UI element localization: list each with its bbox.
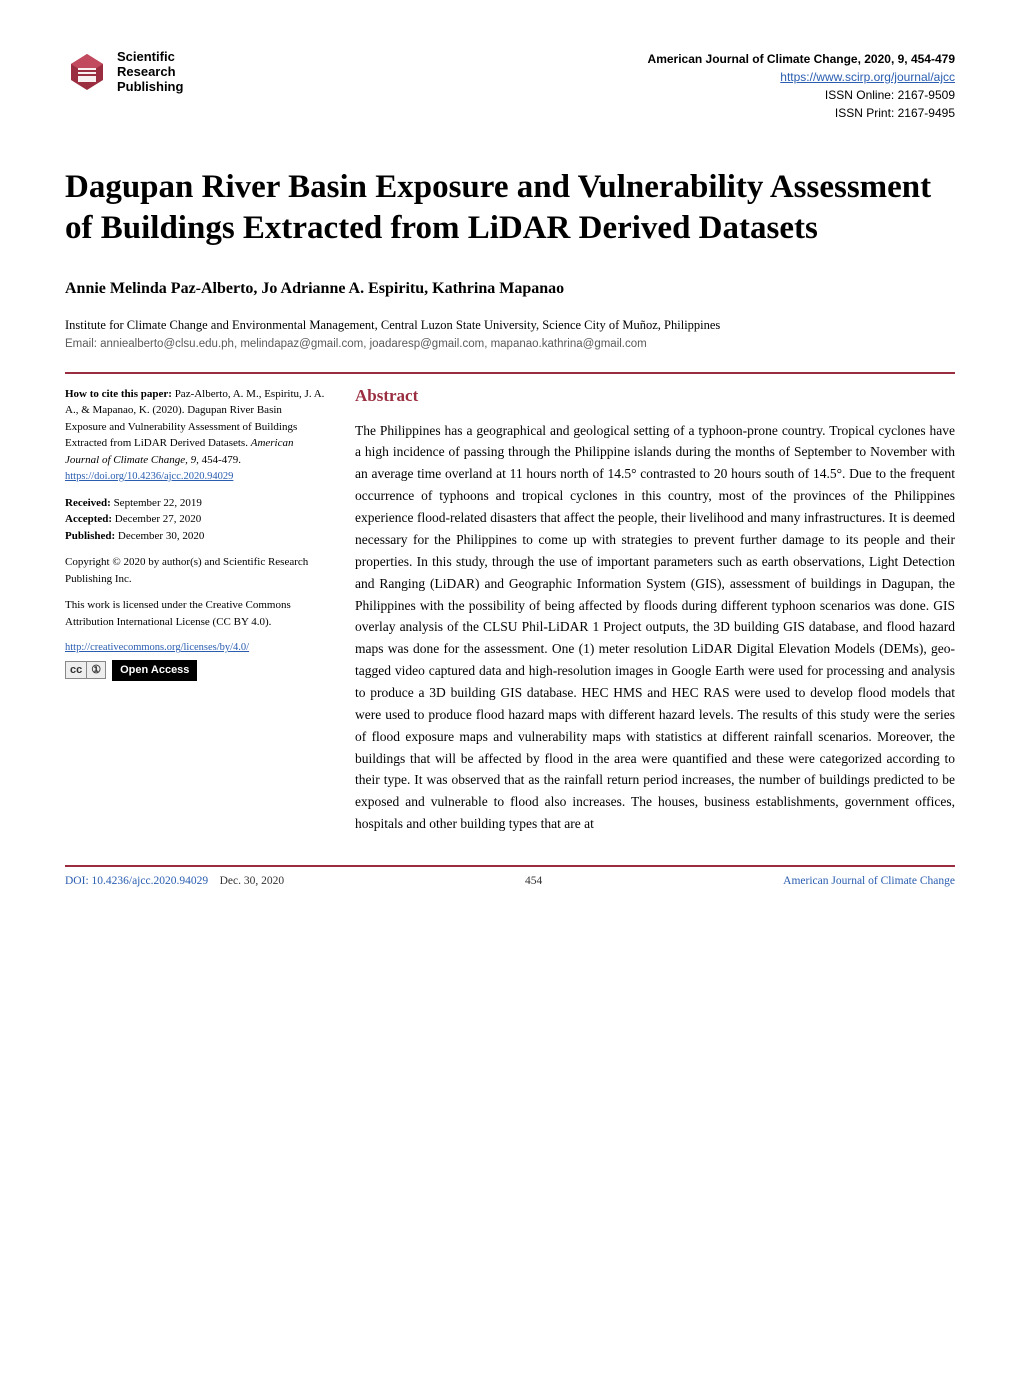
issn-online: ISSN Online: 2167-9509: [648, 86, 955, 104]
publisher-logo: Scientific Research Publishing: [65, 50, 183, 95]
open-access-row: cc ① Open Access: [65, 660, 325, 681]
footer-left: DOI: 10.4236/ajcc.2020.94029 Dec. 30, 20…: [65, 875, 284, 887]
footer-page-number: 454: [525, 875, 542, 887]
main-column: Abstract The Philippines has a geographi…: [355, 386, 955, 835]
paper-title: Dagupan River Basin Exposure and Vulnera…: [65, 167, 955, 250]
dates-block: Received: September 22, 2019 Accepted: D…: [65, 495, 325, 545]
open-access-label: Open Access: [112, 660, 197, 681]
received-label: Received:: [65, 497, 111, 509]
bottom-rule: [65, 865, 955, 867]
license-text: This work is licensed under the Creative…: [65, 597, 325, 630]
abstract-body: The Philippines has a geographical and g…: [355, 420, 955, 835]
sidebar: How to cite this paper: Paz-Alberto, A. …: [65, 386, 325, 835]
author-emails: Email: anniealberto@clsu.edu.ph, melinda…: [65, 338, 955, 350]
footer-doi[interactable]: DOI: 10.4236/ajcc.2020.94029: [65, 875, 208, 887]
accepted-label: Accepted:: [65, 513, 112, 525]
header: Scientific Research Publishing American …: [65, 50, 955, 122]
received-value: September 22, 2019: [111, 497, 202, 509]
srp-logo-icon: [65, 50, 109, 94]
logo-line-3: Publishing: [117, 80, 183, 95]
citation-block: How to cite this paper: Paz-Alberto, A. …: [65, 386, 325, 485]
footer-journal: American Journal of Climate Change: [783, 875, 955, 887]
accepted-value: December 27, 2020: [112, 513, 201, 525]
footer: DOI: 10.4236/ajcc.2020.94029 Dec. 30, 20…: [65, 875, 955, 887]
issn-print: ISSN Print: 2167-9495: [648, 104, 955, 122]
published-value: December 30, 2020: [115, 530, 204, 542]
cite-pages: 454-479.: [199, 454, 241, 466]
license-url-link[interactable]: http://creativecommons.org/licenses/by/4…: [65, 640, 325, 656]
authors: Annie Melinda Paz-Alberto, Jo Adrianne A…: [65, 280, 955, 298]
cc-badge: cc ①: [65, 661, 106, 679]
logo-line-2: Research: [117, 65, 183, 80]
affiliation: Institute for Climate Change and Environ…: [65, 316, 955, 334]
journal-url-link[interactable]: https://www.scirp.org/journal/ajcc: [780, 70, 955, 84]
cite-label: How to cite this paper:: [65, 388, 172, 400]
abstract-heading: Abstract: [355, 386, 955, 406]
doi-link[interactable]: https://doi.org/10.4236/ajcc.2020.94029: [65, 471, 233, 482]
top-rule: [65, 372, 955, 374]
cc-symbol-1: cc: [66, 662, 87, 678]
journal-title: American Journal of Climate Change, 2020…: [648, 50, 955, 68]
published-label: Published:: [65, 530, 115, 542]
footer-date: Dec. 30, 2020: [220, 875, 285, 887]
cc-symbol-2: ①: [87, 662, 105, 678]
copyright-text: Copyright © 2020 by author(s) and Scient…: [65, 554, 325, 587]
logo-line-1: Scientific: [117, 50, 183, 65]
journal-meta: American Journal of Climate Change, 2020…: [648, 50, 955, 122]
publisher-logo-text: Scientific Research Publishing: [117, 50, 183, 95]
